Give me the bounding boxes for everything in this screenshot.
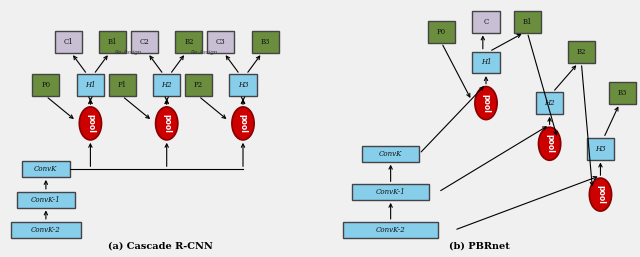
FancyBboxPatch shape (109, 75, 136, 96)
FancyBboxPatch shape (587, 138, 614, 160)
Text: pool: pool (596, 185, 605, 204)
FancyBboxPatch shape (131, 31, 158, 53)
Text: B3: B3 (618, 89, 627, 97)
FancyBboxPatch shape (230, 75, 257, 96)
FancyBboxPatch shape (472, 11, 500, 33)
FancyBboxPatch shape (514, 11, 541, 33)
Text: ConvK-1: ConvK-1 (31, 196, 61, 204)
Text: P0: P0 (437, 28, 446, 36)
Text: B2: B2 (577, 48, 586, 56)
Text: ConvK-2: ConvK-2 (31, 226, 61, 234)
Text: P0: P0 (42, 81, 51, 89)
Text: P2: P2 (194, 81, 203, 89)
Text: H1: H1 (85, 81, 96, 89)
FancyBboxPatch shape (207, 31, 234, 53)
FancyBboxPatch shape (11, 222, 81, 238)
Text: Re-Assign: Re-Assign (191, 50, 218, 55)
Text: H1: H1 (481, 58, 492, 66)
Text: Re-Assign: Re-Assign (115, 50, 142, 55)
Text: (b) PBRnet: (b) PBRnet (449, 242, 510, 251)
FancyBboxPatch shape (428, 21, 455, 43)
Text: H3: H3 (237, 81, 248, 89)
Text: B1: B1 (523, 18, 532, 26)
FancyBboxPatch shape (77, 75, 104, 96)
FancyBboxPatch shape (472, 52, 500, 73)
Text: ConvK-1: ConvK-1 (376, 188, 406, 196)
FancyBboxPatch shape (175, 31, 202, 53)
FancyBboxPatch shape (17, 192, 74, 208)
Text: pool: pool (481, 94, 490, 113)
FancyBboxPatch shape (568, 41, 595, 63)
FancyBboxPatch shape (343, 222, 438, 238)
FancyBboxPatch shape (153, 75, 180, 96)
Ellipse shape (156, 107, 178, 140)
Text: C1: C1 (63, 38, 73, 46)
FancyBboxPatch shape (54, 31, 82, 53)
Text: C2: C2 (140, 38, 149, 46)
FancyBboxPatch shape (99, 31, 126, 53)
FancyBboxPatch shape (252, 31, 279, 53)
Text: pool: pool (545, 134, 554, 153)
FancyBboxPatch shape (536, 92, 563, 114)
Text: H2: H2 (161, 81, 172, 89)
Text: H3: H3 (595, 145, 606, 153)
FancyBboxPatch shape (362, 146, 419, 162)
Text: P1: P1 (118, 81, 127, 89)
Text: pool: pool (239, 114, 248, 133)
Text: ConvK-2: ConvK-2 (376, 226, 406, 234)
Text: B2: B2 (184, 38, 194, 46)
Text: C: C (483, 18, 488, 26)
Text: H2: H2 (544, 99, 555, 107)
Text: ConvK: ConvK (34, 165, 58, 173)
FancyBboxPatch shape (609, 82, 636, 104)
Text: pool: pool (162, 114, 172, 133)
Text: ConvK: ConvK (379, 150, 403, 158)
Ellipse shape (475, 87, 497, 120)
Text: pool: pool (86, 114, 95, 133)
FancyBboxPatch shape (353, 184, 429, 200)
FancyBboxPatch shape (33, 75, 60, 96)
Text: B1: B1 (108, 38, 117, 46)
Ellipse shape (589, 178, 612, 211)
Ellipse shape (232, 107, 254, 140)
FancyBboxPatch shape (22, 161, 70, 177)
Text: (a) Cascade R-CNN: (a) Cascade R-CNN (108, 242, 212, 251)
FancyBboxPatch shape (185, 75, 212, 96)
Text: C3: C3 (216, 38, 225, 46)
Ellipse shape (79, 107, 102, 140)
Ellipse shape (538, 127, 561, 160)
Text: B3: B3 (260, 38, 270, 46)
